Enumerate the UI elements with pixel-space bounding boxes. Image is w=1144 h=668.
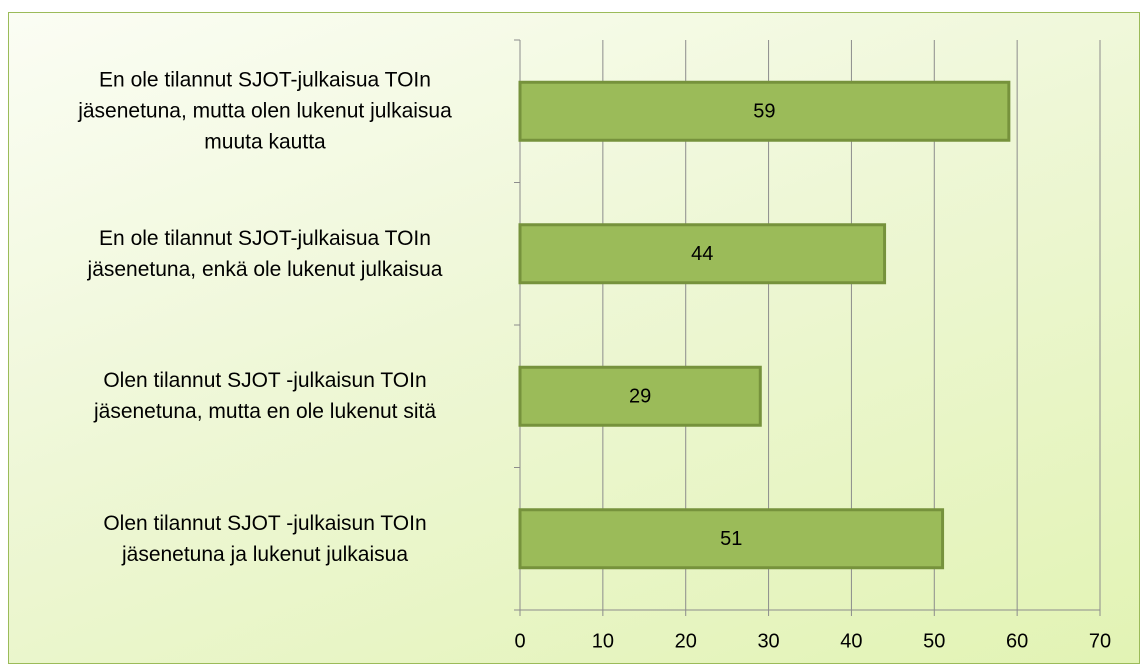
- data-label: 44: [691, 243, 713, 265]
- x-tick-label: 30: [757, 630, 779, 652]
- category-label: En ole tilannut SJOT-julkaisua TOIn jäse…: [78, 68, 452, 154]
- bar: [518, 80, 1011, 142]
- x-tick-label: 0: [514, 630, 525, 652]
- category-label: Olen tilannut SJOT -julkaisun TOIn jäsen…: [93, 369, 437, 424]
- bar: [518, 223, 887, 285]
- category-label: Olen tilannut SJOT -julkaisun TOIn jäsen…: [103, 511, 427, 566]
- x-tick-label: 40: [840, 630, 862, 652]
- x-tick-label: 50: [923, 630, 945, 652]
- x-tick-label: 60: [1006, 630, 1028, 652]
- category-label: En ole tilannut SJOT-julkaisua TOIn jäse…: [87, 226, 443, 281]
- x-tick-label: 20: [675, 630, 697, 652]
- x-tick-label: 70: [1089, 630, 1111, 652]
- data-label: 51: [720, 528, 742, 550]
- data-label: 29: [629, 386, 651, 408]
- data-label: 59: [753, 101, 775, 123]
- x-tick-label: 10: [592, 630, 614, 652]
- bar: [518, 365, 762, 427]
- bar: [518, 508, 945, 570]
